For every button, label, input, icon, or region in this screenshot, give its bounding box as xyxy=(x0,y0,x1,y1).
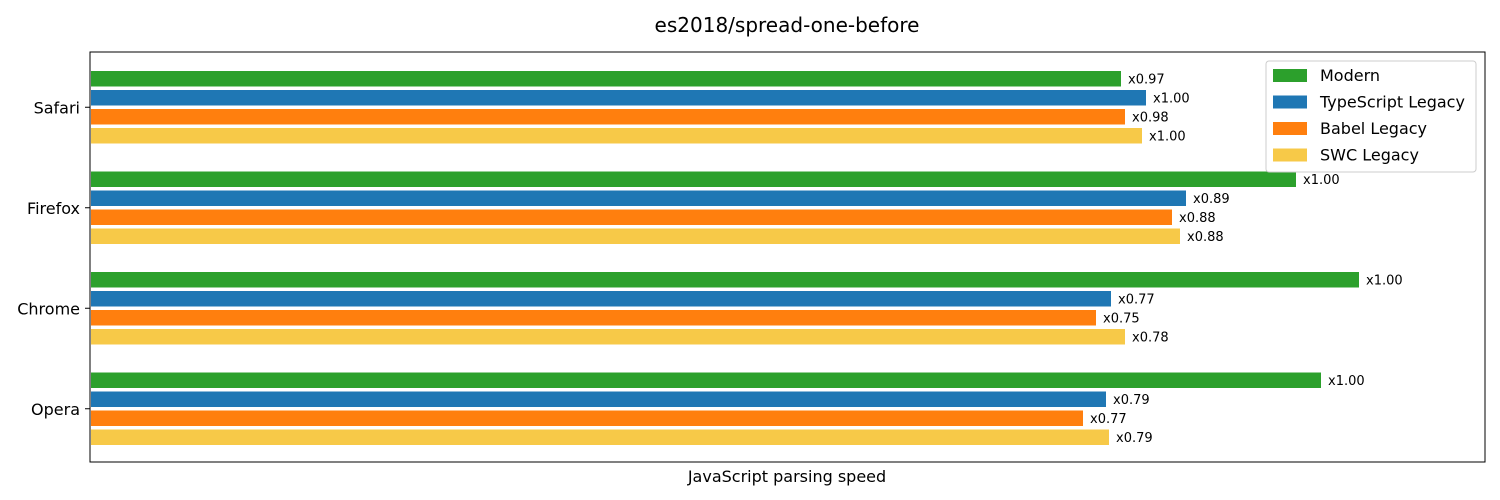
bar-safari-typescript-legacy xyxy=(91,90,1146,106)
bar-opera-typescript-legacy xyxy=(91,391,1106,407)
bar-chrome-typescript-legacy xyxy=(91,291,1111,307)
legend-swatch-typescript-legacy xyxy=(1273,95,1307,109)
bar-value-label: x0.78 xyxy=(1132,330,1169,345)
bar-chrome-babel-legacy xyxy=(91,310,1096,326)
bar-value-label: x0.79 xyxy=(1113,393,1150,408)
bar-value-label: x1.00 xyxy=(1149,129,1186,144)
bar-firefox-swc-legacy xyxy=(91,228,1180,244)
bar-value-label: x1.00 xyxy=(1303,173,1340,188)
plot-area xyxy=(89,51,1486,463)
chart-title: es2018/spread-one-before xyxy=(655,13,920,37)
legend: Modern TypeScript Legacy Babel Legacy SWC L… xyxy=(1265,60,1477,173)
bar-value-label: x0.98 xyxy=(1132,110,1169,125)
bar-safari-swc-legacy xyxy=(91,128,1142,144)
bar-value-label: x0.79 xyxy=(1116,431,1153,446)
bar-value-label: x1.00 xyxy=(1153,91,1190,106)
legend-swatch-swc-legacy xyxy=(1273,148,1307,162)
legend-swatch-babel-legacy xyxy=(1273,122,1307,135)
bar-value-label: x0.89 xyxy=(1193,192,1230,207)
x-axis-label: JavaScript parsing speed xyxy=(687,467,886,486)
bar-value-label: x0.97 xyxy=(1128,72,1165,87)
legend-label-modern: Modern xyxy=(1320,66,1380,85)
legend-label-typescript-legacy: TypeScript Legacy xyxy=(1319,93,1465,112)
bar-value-label: x0.77 xyxy=(1090,412,1127,427)
bar-safari-modern xyxy=(91,71,1121,87)
bar-chrome-swc-legacy xyxy=(91,329,1125,345)
bar-chrome-modern xyxy=(91,272,1359,288)
legend-label-swc-legacy: SWC Legacy xyxy=(1320,146,1419,165)
bars-group: x0.97 x1.00 x0.98 x1.00 x1.00 x0.89 x0.88 x0.88… xyxy=(91,71,1403,446)
bar-value-label: x1.00 xyxy=(1328,374,1365,389)
bar-firefox-babel-legacy xyxy=(91,209,1172,225)
legend-label-babel-legacy: Babel Legacy xyxy=(1320,119,1427,138)
legend-swatch-modern xyxy=(1273,69,1307,82)
bar-value-label: x0.88 xyxy=(1179,211,1216,226)
legend-frame xyxy=(1265,60,1477,173)
bar-opera-modern xyxy=(91,372,1321,388)
bar-safari-babel-legacy xyxy=(91,109,1125,125)
y-tick-label-chrome: Chrome xyxy=(17,299,80,318)
y-axis-ticks: Safari Firefox Chrome Opera xyxy=(17,98,90,419)
bar-value-label: x0.88 xyxy=(1187,230,1224,245)
bar-value-label: x0.75 xyxy=(1103,311,1140,326)
bar-opera-swc-legacy xyxy=(91,429,1109,445)
bar-firefox-typescript-legacy xyxy=(91,190,1186,206)
y-tick-label-safari: Safari xyxy=(34,98,80,117)
bar-value-label: x0.77 xyxy=(1118,292,1155,307)
bar-value-label: x1.00 xyxy=(1366,273,1403,288)
y-tick-label-opera: Opera xyxy=(31,400,80,419)
bar-firefox-modern xyxy=(91,171,1296,187)
y-tick-label-firefox: Firefox xyxy=(27,199,80,218)
bar-opera-babel-legacy xyxy=(91,410,1083,426)
